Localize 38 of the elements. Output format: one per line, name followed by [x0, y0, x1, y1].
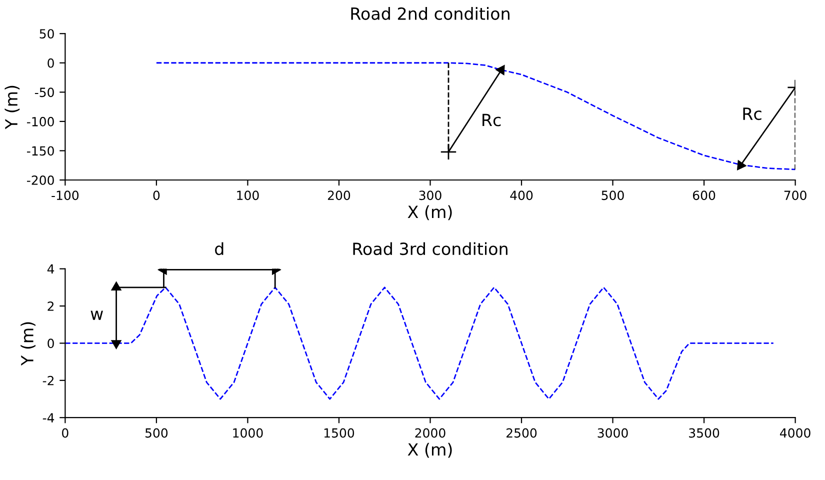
x-tick-label: 600: [692, 190, 716, 200]
x-tick-label: 0: [153, 190, 160, 200]
x-axis-title: X (m): [408, 205, 452, 220]
x-tick-label: 100: [237, 190, 259, 200]
y-tick-label: -100: [27, 116, 54, 126]
y-tick-label: -50: [34, 88, 54, 98]
y-axis-title: Y (m): [20, 322, 36, 366]
y-tick-label: -150: [27, 146, 54, 156]
chart-title: Road 3rd condition: [353, 242, 508, 256]
x-tick-label: 300: [419, 190, 442, 200]
y-tick-label: 2: [48, 301, 54, 311]
x-tick-label: 4000: [780, 428, 810, 438]
y-tick-label: -4: [42, 413, 54, 422]
x-tick-label: 500: [145, 428, 168, 438]
y-tick-label: 4: [47, 264, 54, 274]
x-tick-label: 1500: [324, 428, 354, 438]
x-tick-label: 1000: [233, 428, 263, 438]
x-tick-label: 200: [328, 190, 350, 200]
y-tick-label: 0: [48, 58, 54, 68]
y-axis-title: Y (m): [4, 86, 20, 130]
x-tick-label: 2000: [415, 428, 446, 438]
annotation: Rc: [482, 114, 501, 126]
annotation: w: [90, 310, 103, 320]
x-tick-label: 2500: [506, 428, 537, 438]
y-tick-label: 50: [40, 29, 54, 39]
x-tick-label: 3000: [598, 428, 628, 438]
y-tick-label: -2: [42, 376, 54, 386]
x-tick-label: 0: [62, 428, 68, 438]
x-tick-label: 700: [784, 190, 806, 200]
annotation: Rc: [743, 108, 762, 120]
x-tick-label: 400: [510, 190, 533, 200]
y-tick-label: -200: [27, 175, 54, 185]
annotation: d: [215, 242, 224, 256]
chart-title: Road 2nd condition: [351, 7, 510, 20]
x-tick-label: 500: [602, 190, 624, 200]
x-tick-label: 3500: [689, 428, 720, 438]
x-axis-title: X (m): [408, 442, 452, 458]
y-tick-label: 0: [48, 338, 54, 348]
